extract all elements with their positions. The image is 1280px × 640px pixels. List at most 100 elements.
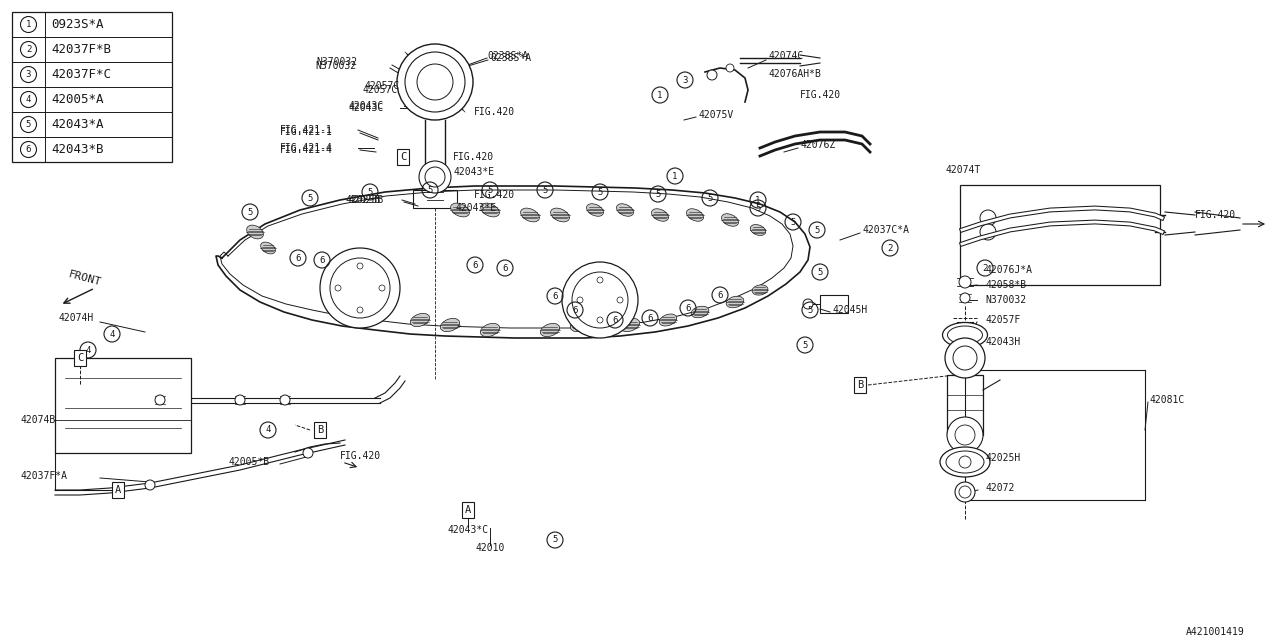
Text: 6: 6 bbox=[502, 264, 508, 273]
Text: FIG.421-1: FIG.421-1 bbox=[280, 125, 333, 135]
Text: 42058*B: 42058*B bbox=[986, 280, 1027, 290]
Bar bbox=[820, 295, 849, 313]
Text: A: A bbox=[115, 485, 122, 495]
Ellipse shape bbox=[617, 204, 634, 216]
Text: 42043*B: 42043*B bbox=[51, 143, 104, 156]
Text: 1: 1 bbox=[672, 172, 677, 180]
Text: FIG.421-4: FIG.421-4 bbox=[280, 145, 333, 155]
Text: B: B bbox=[856, 380, 863, 390]
Text: 5: 5 bbox=[814, 225, 819, 234]
Text: 42074B: 42074B bbox=[20, 415, 55, 425]
Text: B: B bbox=[317, 425, 323, 435]
Text: 42025H: 42025H bbox=[986, 453, 1020, 463]
Text: 42074H: 42074H bbox=[58, 313, 93, 323]
Circle shape bbox=[954, 346, 977, 370]
Ellipse shape bbox=[659, 314, 677, 326]
Text: 42037F*C: 42037F*C bbox=[51, 68, 111, 81]
Text: 6: 6 bbox=[472, 260, 477, 269]
Text: 5: 5 bbox=[543, 186, 548, 195]
Text: 42025B: 42025B bbox=[348, 195, 383, 205]
Circle shape bbox=[320, 248, 401, 328]
Text: 42045H: 42045H bbox=[832, 305, 868, 315]
Text: 6: 6 bbox=[552, 291, 558, 301]
Text: 5: 5 bbox=[790, 218, 796, 227]
Circle shape bbox=[280, 395, 291, 405]
Text: 6: 6 bbox=[319, 255, 325, 264]
Ellipse shape bbox=[480, 323, 499, 337]
Circle shape bbox=[335, 285, 340, 291]
Ellipse shape bbox=[947, 326, 983, 344]
Text: FIG.421-4: FIG.421-4 bbox=[280, 143, 333, 153]
Bar bbox=[55, 358, 191, 453]
Text: 6: 6 bbox=[26, 145, 31, 154]
Ellipse shape bbox=[652, 209, 668, 221]
Text: 6: 6 bbox=[717, 291, 723, 300]
Ellipse shape bbox=[261, 242, 275, 254]
Circle shape bbox=[330, 258, 390, 318]
Text: 5: 5 bbox=[598, 188, 603, 196]
Text: 5: 5 bbox=[803, 340, 808, 349]
Ellipse shape bbox=[621, 319, 640, 332]
Text: 42081C: 42081C bbox=[1149, 395, 1185, 405]
Ellipse shape bbox=[521, 208, 539, 222]
Ellipse shape bbox=[686, 209, 704, 221]
Text: 6: 6 bbox=[685, 303, 691, 312]
Circle shape bbox=[572, 272, 628, 328]
Text: 42057C: 42057C bbox=[362, 85, 397, 95]
Circle shape bbox=[959, 456, 972, 468]
Text: 42076J*A: 42076J*A bbox=[986, 265, 1032, 275]
Text: 42057F: 42057F bbox=[986, 315, 1020, 325]
Text: 5: 5 bbox=[488, 186, 493, 195]
Text: 5: 5 bbox=[708, 193, 713, 202]
Text: 0923S*A: 0923S*A bbox=[51, 18, 104, 31]
Circle shape bbox=[960, 293, 970, 303]
Text: 42037C*A: 42037C*A bbox=[861, 225, 909, 235]
Text: FIG.421-1: FIG.421-1 bbox=[280, 127, 333, 137]
Text: 42043H: 42043H bbox=[986, 337, 1020, 347]
Ellipse shape bbox=[550, 208, 570, 222]
Ellipse shape bbox=[440, 319, 460, 332]
Bar bbox=[960, 185, 1160, 285]
Text: 42057C: 42057C bbox=[364, 81, 399, 91]
Text: 5: 5 bbox=[367, 188, 372, 196]
Circle shape bbox=[417, 64, 453, 100]
Circle shape bbox=[955, 425, 975, 445]
Circle shape bbox=[145, 480, 155, 490]
Text: 5: 5 bbox=[808, 305, 813, 314]
Ellipse shape bbox=[940, 447, 989, 477]
Circle shape bbox=[707, 70, 717, 80]
Text: 42043*E: 42043*E bbox=[453, 167, 494, 177]
Text: 2: 2 bbox=[982, 264, 988, 273]
Circle shape bbox=[959, 486, 972, 498]
Text: 5: 5 bbox=[655, 189, 660, 198]
Text: FIG.420: FIG.420 bbox=[800, 90, 841, 100]
Text: 5: 5 bbox=[755, 204, 760, 212]
Text: 5: 5 bbox=[552, 536, 558, 545]
Text: 42037F*B: 42037F*B bbox=[51, 43, 111, 56]
Text: 6: 6 bbox=[612, 316, 618, 324]
Circle shape bbox=[357, 307, 364, 313]
Bar bbox=[12, 12, 172, 162]
Text: A: A bbox=[465, 505, 471, 515]
Ellipse shape bbox=[586, 204, 603, 216]
Ellipse shape bbox=[411, 314, 430, 326]
Ellipse shape bbox=[722, 214, 739, 227]
Ellipse shape bbox=[946, 451, 984, 473]
Bar bbox=[413, 190, 457, 208]
Circle shape bbox=[404, 52, 465, 112]
Text: 6: 6 bbox=[648, 314, 653, 323]
Text: C: C bbox=[399, 152, 406, 162]
Text: 2: 2 bbox=[26, 45, 31, 54]
Circle shape bbox=[945, 338, 986, 378]
Ellipse shape bbox=[753, 285, 768, 295]
Text: 1: 1 bbox=[658, 90, 663, 99]
Text: 42025B: 42025B bbox=[346, 195, 380, 205]
Ellipse shape bbox=[750, 225, 765, 236]
Text: FIG.420: FIG.420 bbox=[340, 451, 381, 461]
Circle shape bbox=[379, 285, 385, 291]
Circle shape bbox=[236, 395, 244, 405]
Text: 42076Z: 42076Z bbox=[800, 140, 836, 150]
Ellipse shape bbox=[942, 323, 987, 348]
Text: N370032: N370032 bbox=[315, 61, 356, 71]
Circle shape bbox=[577, 297, 582, 303]
